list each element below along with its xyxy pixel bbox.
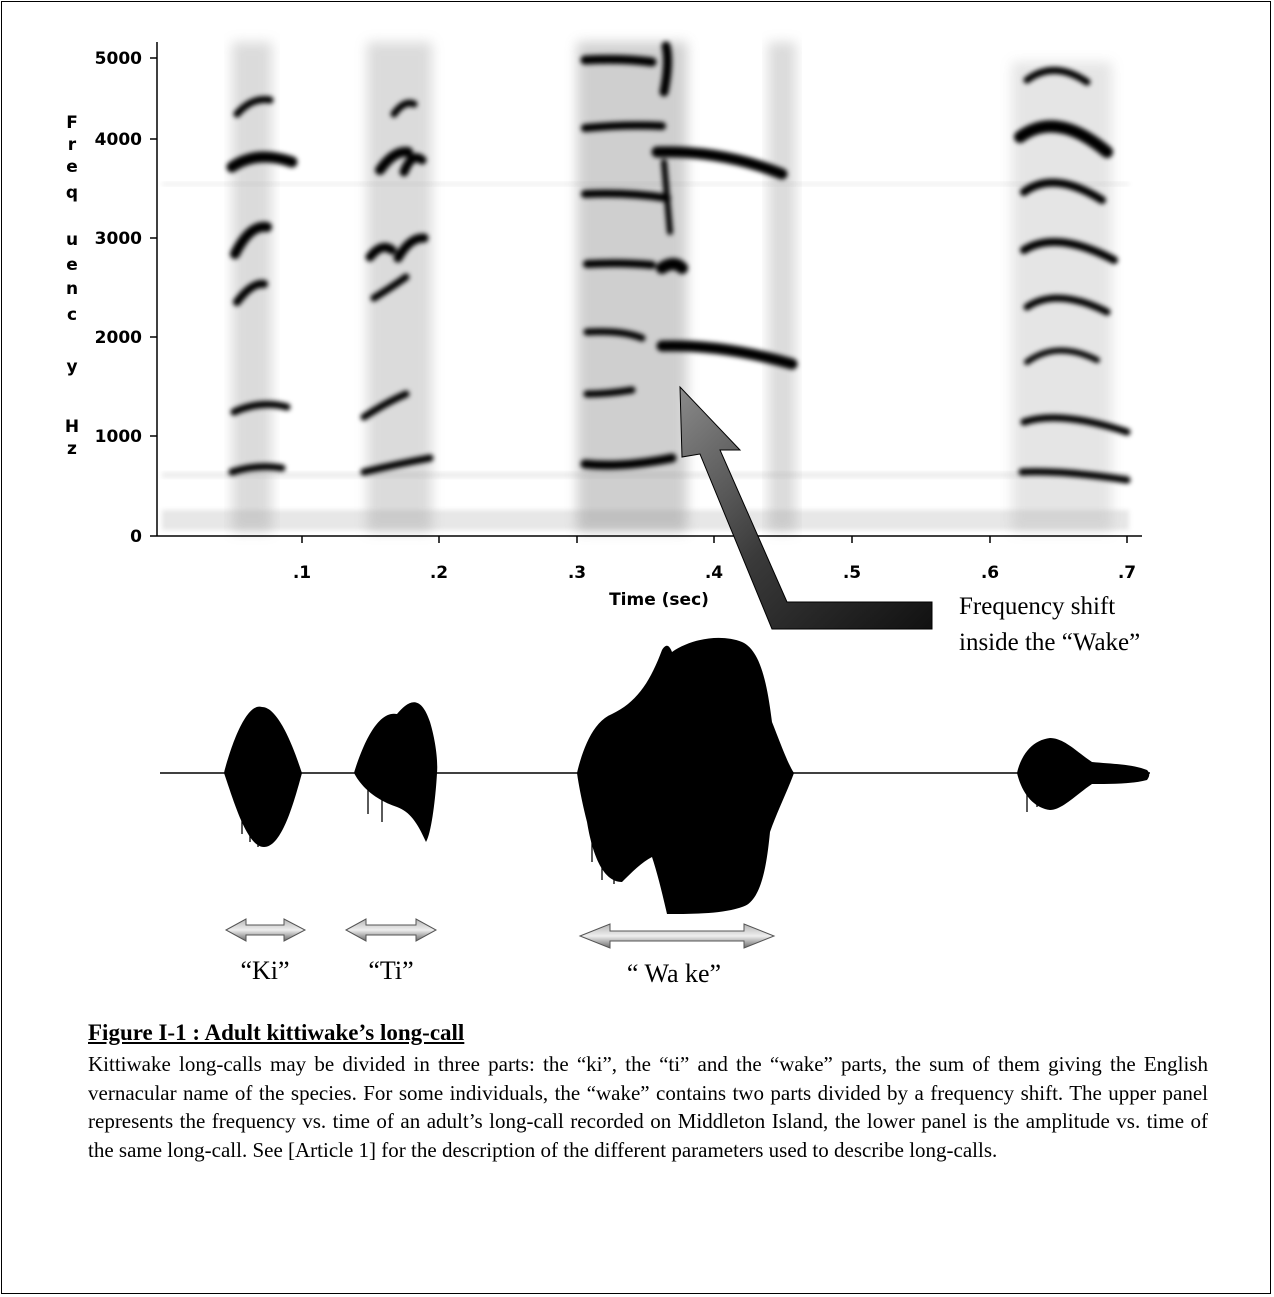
caption-title: Figure I-1 : Adult kittiwake’s long-call bbox=[88, 1020, 465, 1045]
ki-double-arrow bbox=[224, 918, 307, 942]
ti-double-arrow bbox=[344, 918, 438, 942]
y-tick-labels: 5000 4000 3000 2000 1000 0 bbox=[95, 49, 142, 547]
x-tick-label: .6 bbox=[981, 563, 999, 583]
y-label-letter: u bbox=[66, 230, 78, 250]
y-label-letter: n bbox=[66, 279, 78, 299]
y-label-letter: y bbox=[66, 357, 77, 377]
y-label-letter: q bbox=[66, 183, 78, 203]
annotation-line-1: Frequency shift bbox=[959, 593, 1115, 620]
spectrogram-harmonics bbox=[226, 41, 1131, 484]
y-label-letter: r bbox=[68, 135, 77, 155]
x-tick-labels: .1 .2 .3 .4 .5 .6 .7 bbox=[293, 563, 1136, 583]
y-tick-label: 3000 bbox=[95, 229, 142, 249]
y-tick-label: 1000 bbox=[95, 427, 142, 447]
waveform bbox=[160, 637, 1150, 914]
y-label-letter: e bbox=[66, 157, 78, 177]
x-tick-label: .4 bbox=[705, 563, 723, 583]
waveform-ti bbox=[354, 702, 438, 842]
x-tick-label: .1 bbox=[293, 563, 311, 583]
spectrogram: F r e q u e n c y H z 5000 4000 3000 200… bbox=[65, 41, 1142, 610]
y-tick-label: 4000 bbox=[95, 130, 142, 150]
x-tick-label: .2 bbox=[430, 563, 448, 583]
y-label-letter: H bbox=[65, 417, 79, 437]
y-label-letter: c bbox=[67, 305, 77, 325]
y-tick-label: 5000 bbox=[95, 49, 142, 69]
x-tick-label: .5 bbox=[843, 563, 861, 583]
frequency-shift-arrow bbox=[679, 385, 933, 630]
waveform-last bbox=[1017, 738, 1150, 810]
wake-double-arrow bbox=[578, 923, 776, 949]
x-tick-label: .7 bbox=[1118, 563, 1136, 583]
y-tick-label: 2000 bbox=[95, 328, 142, 348]
waveform-ki bbox=[224, 706, 302, 847]
caption-body: Kittiwake long-calls may be divided in t… bbox=[88, 1052, 1208, 1162]
ti-label: “Ti” bbox=[368, 956, 413, 985]
x-tick-label: .3 bbox=[568, 563, 586, 583]
x-axis-label: Time (sec) bbox=[609, 590, 709, 610]
y-label-letter: z bbox=[67, 439, 77, 459]
ki-label: “Ki” bbox=[240, 956, 289, 985]
spectrogram-axes bbox=[150, 42, 1142, 543]
annotation-line-2: inside the “Wake” bbox=[959, 629, 1140, 656]
y-label-letter: F bbox=[66, 113, 78, 133]
waveform-wake bbox=[577, 637, 794, 914]
segment-arrows bbox=[224, 918, 776, 949]
y-label-letter: e bbox=[66, 255, 78, 275]
figure: F r e q u e n c y H z 5000 4000 3000 200… bbox=[65, 41, 1150, 988]
y-tick-label: 0 bbox=[130, 527, 142, 547]
waveform-hatch bbox=[241, 782, 1038, 884]
y-axis-label: F r e q u e n c y H z bbox=[65, 113, 79, 459]
wake-label: “ Wa ke” bbox=[627, 959, 721, 988]
figure-caption: Figure I-1 : Adult kittiwake’s long-call… bbox=[88, 1020, 1208, 1164]
